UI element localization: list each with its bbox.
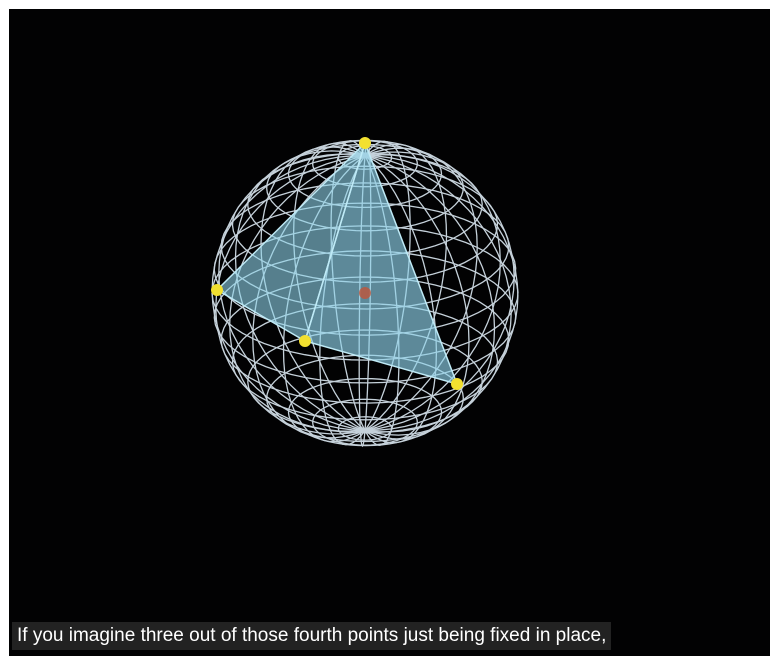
grid-line bbox=[252, 154, 366, 439]
vertex bbox=[451, 378, 463, 390]
video-frame: If you imagine three out of those fourth… bbox=[9, 9, 770, 656]
vertex bbox=[359, 137, 371, 149]
grid-line bbox=[364, 140, 411, 431]
grid-line bbox=[364, 154, 515, 432]
grid-line bbox=[364, 147, 478, 432]
grid-line bbox=[364, 154, 496, 436]
grid-line bbox=[364, 143, 448, 432]
center-point bbox=[359, 287, 371, 299]
grid-line bbox=[364, 154, 519, 432]
grid-line bbox=[215, 154, 366, 432]
vertex bbox=[211, 284, 223, 296]
grid-line bbox=[234, 150, 366, 432]
sphere-scene bbox=[211, 137, 519, 448]
face bbox=[304, 140, 459, 386]
tetrahedron bbox=[211, 137, 463, 390]
grid-line bbox=[364, 151, 501, 432]
grid-line bbox=[364, 154, 470, 440]
grid-line bbox=[229, 154, 366, 435]
vertex bbox=[299, 335, 311, 347]
subtitle: If you imagine three out of those fourth… bbox=[12, 622, 612, 650]
grid-line bbox=[364, 154, 512, 433]
grid-line bbox=[260, 146, 366, 432]
grid-line bbox=[218, 153, 366, 432]
